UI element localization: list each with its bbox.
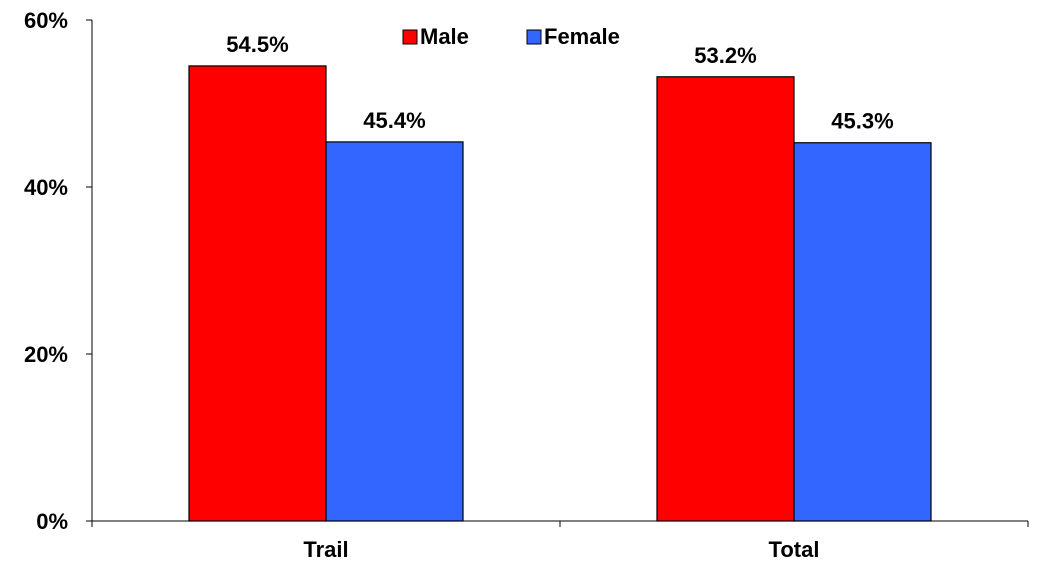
bar-male-trail [188,65,327,522]
data-labels-layer: 54.5% 45.4% 53.2% 45.3% [226,32,893,134]
y-tick-label: 40% [24,175,68,200]
bars-layer [188,65,932,522]
y-tick-label: 0% [36,509,68,534]
x-tick-label-trail: Trail [303,537,348,562]
legend-label-male: Male [420,24,469,49]
legend-swatch-female [526,29,542,45]
legend-swatch-male [402,29,418,45]
data-label-female-total: 45.3% [831,109,893,134]
y-tick-label: 60% [24,8,68,33]
data-label-female-trail: 45.4% [363,108,425,133]
bar-male-total [656,76,795,522]
legend: Male Female [402,24,620,49]
data-label-male-trail: 54.5% [226,32,288,57]
data-label-male-total: 53.2% [694,43,756,68]
y-tick-label: 20% [24,342,68,367]
bar-female-trail [325,141,464,522]
x-tick-label-total: Total [769,537,820,562]
bar-female-total [793,142,932,522]
legend-label-female: Female [544,24,620,49]
axes-layer: Trail Total 0% 20% 40% 60% [24,8,1029,562]
